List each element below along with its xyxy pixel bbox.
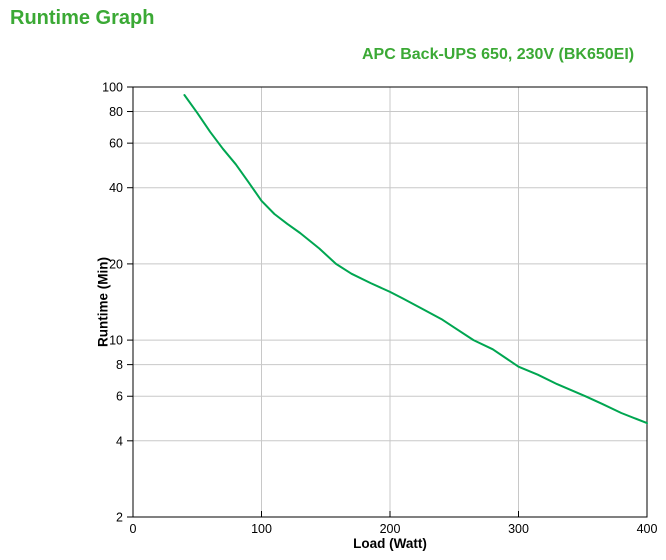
x-axis-label: Load (Watt): [353, 536, 427, 551]
chart-subtitle: APC Back-UPS 650, 230V (BK650EI): [362, 46, 635, 63]
runtime-curve: [183, 94, 648, 425]
x-tick-label: 200: [380, 522, 401, 536]
x-tick-label: 400: [637, 522, 658, 536]
y-tick-label: 8: [116, 358, 123, 372]
y-tick-label: 20: [109, 257, 123, 271]
y-tick-label: 60: [109, 137, 123, 151]
page-title: Runtime Graph: [10, 7, 155, 29]
y-tick-label: 40: [109, 181, 123, 195]
y-tick-label: 100: [102, 81, 123, 95]
x-tick-label: 100: [251, 522, 272, 536]
y-tick-label: 2: [116, 511, 123, 525]
x-tick-label: 0: [130, 522, 137, 536]
y-tick-label: 10: [109, 334, 123, 348]
y-tick-label: 6: [116, 390, 123, 404]
y-tick-label: 80: [109, 105, 123, 119]
x-tick-label: 300: [508, 522, 529, 536]
y-tick-label: 4: [116, 434, 123, 448]
